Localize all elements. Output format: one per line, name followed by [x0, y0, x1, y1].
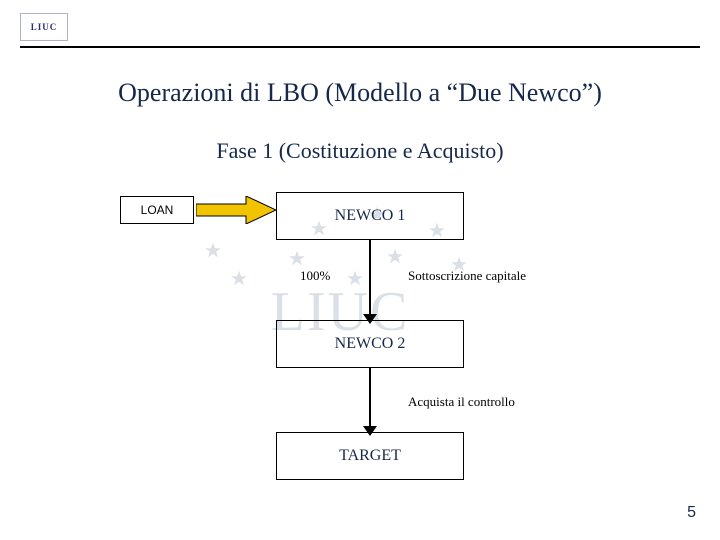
target-node: TARGET: [276, 432, 464, 480]
star-icon: [204, 242, 222, 260]
edge-newco1-newco2: [369, 240, 371, 320]
loan-arrow-icon: [196, 196, 276, 224]
star-icon: [386, 248, 404, 266]
edge-label-acquista: Acquista il controllo: [408, 394, 515, 410]
loan-node: LOAN: [120, 196, 194, 224]
edge-newco2-target: [369, 368, 371, 432]
header: LIUC: [20, 8, 700, 48]
page-number: 5: [687, 504, 696, 522]
liuc-logo: LIUC: [20, 13, 68, 41]
slide-page: LIUC Operazioni di LBO (Modello a “Due N…: [0, 0, 720, 540]
newco1-node: NEWCO 1: [276, 192, 464, 240]
slide-subtitle: Fase 1 (Costituzione e Acquisto): [0, 138, 720, 164]
edge-label-100: 100%: [300, 268, 330, 284]
edge-label-sottoscrizione: Sottoscrizione capitale: [408, 268, 526, 284]
star-icon: [288, 250, 306, 268]
star-icon: [346, 270, 364, 288]
newco2-node: NEWCO 2: [276, 320, 464, 368]
slide-title: Operazioni di LBO (Modello a “Due Newco”…: [0, 78, 720, 108]
star-icon: [230, 270, 248, 288]
